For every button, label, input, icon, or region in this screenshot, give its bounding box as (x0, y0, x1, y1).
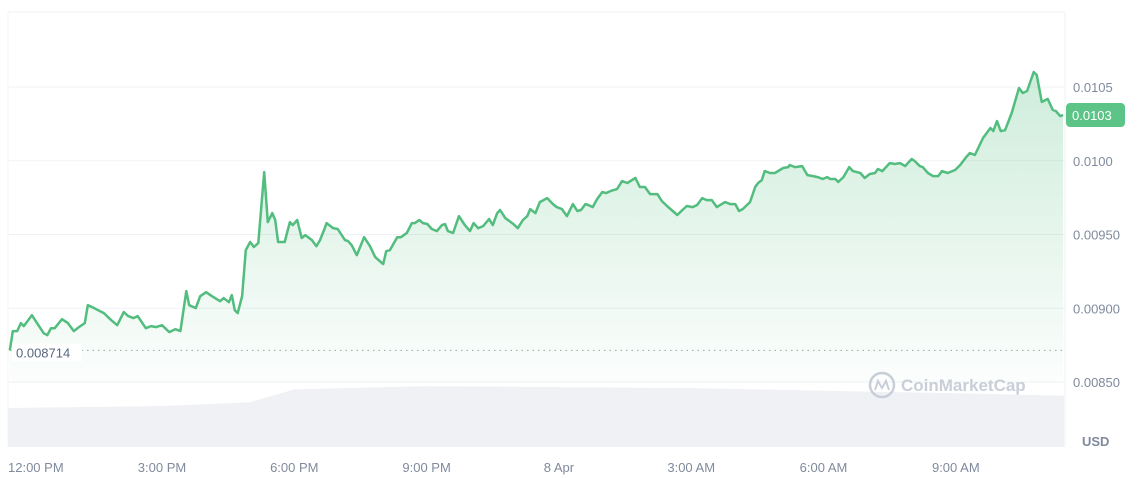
x-tick-label: 6:00 PM (270, 460, 318, 475)
x-tick-label: 9:00 AM (932, 460, 980, 475)
current-price-label: 0.0103 (1072, 108, 1112, 123)
x-tick-label: 3:00 AM (667, 460, 715, 475)
y-tick-label: 0.00950 (1073, 228, 1120, 243)
y-axis: 0.00850 0.00900 0.00950 0.0100 0.0105 (1073, 80, 1120, 390)
y-tick-label: 0.00850 (1073, 375, 1120, 390)
y-tick-label: 0.0105 (1073, 80, 1113, 95)
price-area (9, 72, 1064, 382)
x-tick-label: 6:00 AM (800, 460, 848, 475)
baseline-label: 0.008714 (16, 345, 70, 360)
y-tick-label: 0.0100 (1073, 154, 1113, 169)
x-axis: 12:00 PM 3:00 PM 6:00 PM 9:00 PM 8 Apr 3:00 A… (8, 460, 980, 475)
baseline-label-bg (12, 343, 82, 362)
x-tick-label: 9:00 PM (402, 460, 450, 475)
x-tick-label: 3:00 PM (138, 460, 186, 475)
currency-label: USD (1082, 434, 1109, 449)
coinmarketcap-logo-mark (874, 378, 890, 391)
x-tick-label: 8 Apr (544, 460, 575, 475)
volume-area (8, 386, 1064, 447)
current-price-badge (1066, 103, 1125, 128)
y-tick-label: 0.00900 (1073, 301, 1120, 316)
price-line (8, 70, 1064, 351)
x-tick-label: 12:00 PM (8, 460, 64, 475)
